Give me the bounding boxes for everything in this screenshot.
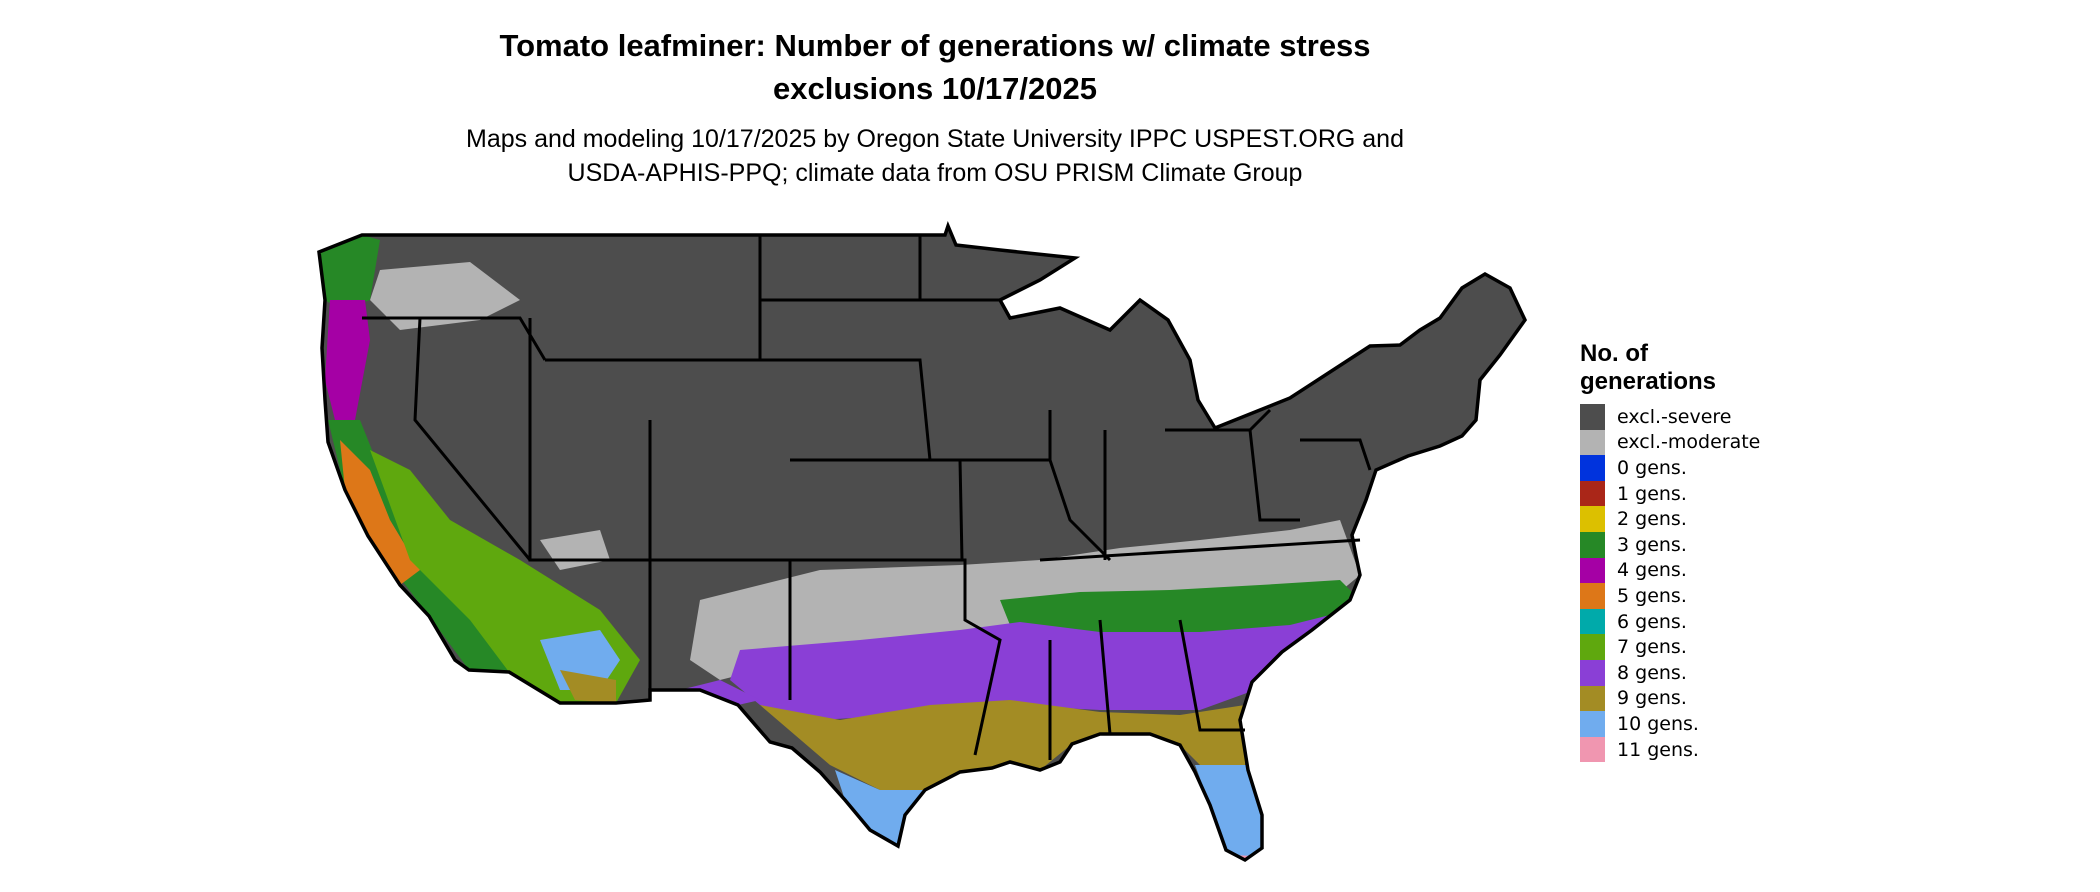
legend-title-line2: generations — [1580, 368, 1717, 395]
state-line — [760, 358, 932, 461]
region-9gens-gulf — [760, 700, 1245, 790]
legend-swatch — [1580, 608, 1605, 635]
legend-swatch — [1580, 659, 1605, 686]
legend-item: 4 gens. — [1580, 557, 1760, 584]
legend-label: 0 gens. — [1617, 456, 1687, 479]
legend-swatch — [1580, 531, 1605, 558]
state-line — [1098, 619, 1112, 735]
legend-title: No. of generations — [1580, 340, 1760, 396]
region-10gens-tx — [835, 770, 925, 846]
legend-swatch — [1580, 480, 1605, 507]
legend-item: 5 gens. — [1580, 583, 1760, 609]
legend-item: 7 gens. — [1580, 634, 1760, 660]
legend-item: 10 gens. — [1580, 711, 1760, 737]
region-3gens-wa — [319, 235, 380, 310]
legend-item: excl.-moderate — [1580, 429, 1761, 456]
legend-item: 9 gens. — [1580, 685, 1760, 712]
legend-label: 1 gens. — [1617, 482, 1687, 505]
map-title-line2: exclusions 10/17/2025 — [772, 71, 1097, 106]
legend-swatch — [1580, 736, 1605, 763]
national-border — [317, 221, 1528, 863]
legend-swatch — [1580, 506, 1605, 532]
legend-label: 4 gens. — [1617, 559, 1687, 582]
legend-label: 8 gens. — [1617, 661, 1687, 684]
legend-label: 11 gens. — [1617, 738, 1699, 761]
legend-label: excl.-severe — [1617, 405, 1732, 428]
legend-swatch — [1580, 455, 1605, 481]
region-10gens-fl — [1195, 765, 1262, 860]
legend-label: excl.-moderate — [1617, 431, 1761, 454]
legend-swatch — [1580, 557, 1605, 584]
legend-item: 2 gens. — [1580, 506, 1760, 532]
state-line — [960, 458, 1112, 562]
legend-item: 8 gens. — [1580, 659, 1760, 686]
state-boundaries — [362, 235, 1372, 760]
region-8gens-tx-w — [680, 680, 760, 705]
legend-label: 7 gens. — [1617, 636, 1687, 659]
legend-swatch — [1580, 583, 1605, 609]
state-line — [1178, 619, 1245, 732]
region-9gens-az — [560, 670, 616, 703]
legend-item: 3 gens. — [1580, 531, 1760, 558]
legend-label: 6 gens. — [1617, 610, 1687, 633]
legend-title-line1: No. of — [1580, 340, 1648, 367]
legend-item: 1 gens. — [1580, 480, 1760, 507]
map-subtitle-line1: Maps and modeling 10/17/2025 by Oregon S… — [466, 125, 1404, 153]
region-5gens-ca — [340, 440, 420, 585]
region-4gens-or — [325, 300, 370, 420]
legend-label: 2 gens. — [1617, 508, 1687, 531]
legend-item: excl.-severe — [1580, 404, 1760, 430]
legend-swatch — [1580, 634, 1605, 660]
region-8gens-south — [730, 615, 1330, 720]
legend: No. of generations excl.-severe excl.-mod… — [1580, 340, 1761, 763]
legend-label: 9 gens. — [1617, 687, 1687, 710]
legend-swatch — [1580, 685, 1605, 712]
legend-item: 11 gens. — [1580, 736, 1760, 763]
state-line — [1248, 429, 1300, 522]
state-line — [413, 317, 532, 561]
legend-label: 10 gens. — [1617, 712, 1699, 735]
map-title-line1: Tomato leafminer: Number of generations … — [499, 28, 1371, 63]
state-line — [528, 318, 650, 562]
legend-label: 3 gens. — [1617, 533, 1687, 556]
legend-swatch — [1580, 711, 1605, 737]
state-line — [362, 316, 547, 361]
legend-swatch — [1580, 429, 1605, 456]
region-moderate-nw — [370, 262, 520, 330]
region-3gens-band — [1000, 580, 1360, 640]
map-subtitle-line2: USDA-APHIS-PPQ; climate data from OSU PR… — [567, 159, 1303, 187]
legend-item: 0 gens. — [1580, 455, 1760, 481]
state-line — [790, 558, 1002, 756]
state-line — [1300, 438, 1372, 471]
legend-item: 6 gens. — [1580, 608, 1760, 635]
region-10gens-az — [540, 630, 620, 690]
state-line — [1039, 538, 1361, 562]
legend-swatch — [1580, 404, 1605, 430]
legend-label: 5 gens. — [1617, 584, 1687, 607]
